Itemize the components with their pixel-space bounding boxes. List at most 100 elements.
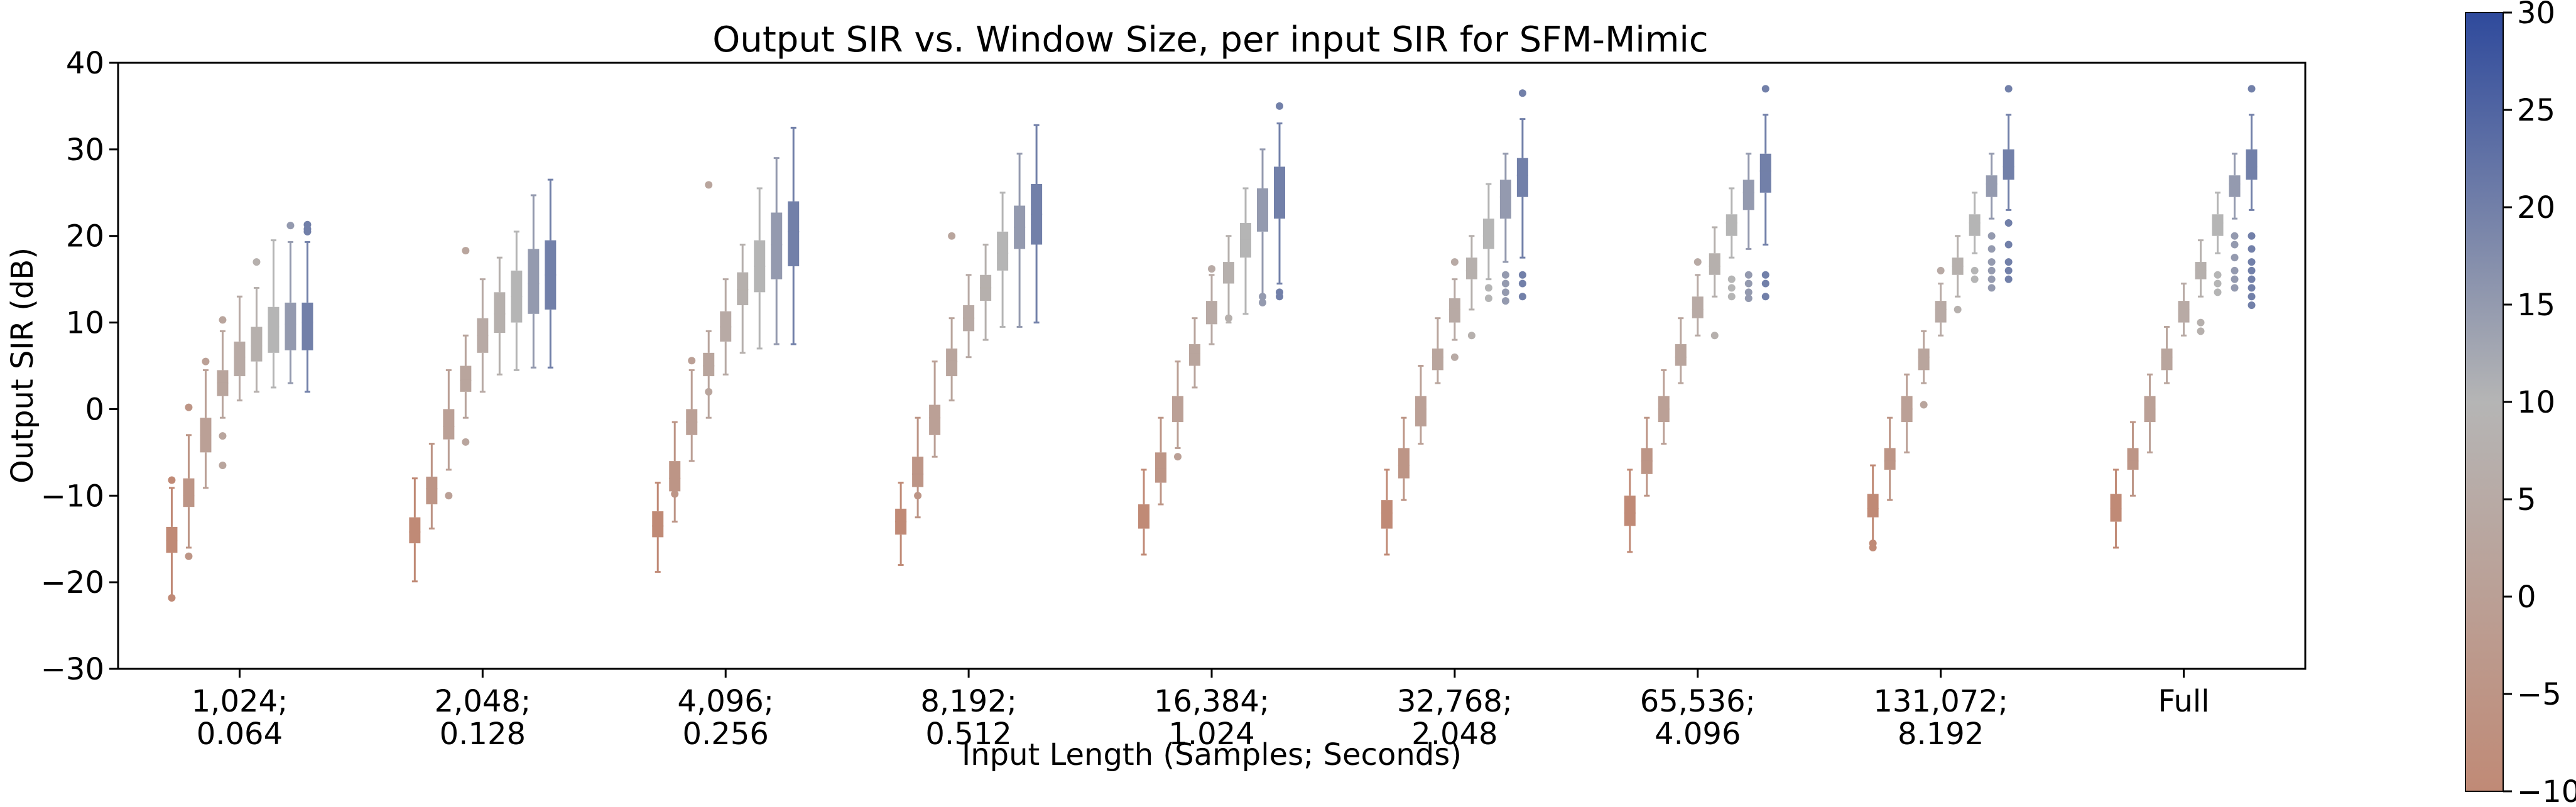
box-iqr [2127, 448, 2139, 470]
box [2246, 85, 2258, 309]
box [1692, 258, 1704, 337]
box-outlier [2247, 266, 2256, 274]
box-outlier [1693, 258, 1702, 266]
box-outlier [1259, 298, 1266, 306]
x-tick-label-line1: 8,192; [920, 684, 1017, 719]
x-tick-label-line1: 16,384; [1154, 684, 1269, 719]
box-iqr [771, 212, 783, 279]
box [1031, 124, 1043, 324]
box [912, 416, 924, 519]
box-outlier [2231, 232, 2239, 240]
colorbar-tick-label: −5 [2517, 677, 2562, 712]
box [1257, 148, 1268, 306]
box [895, 482, 907, 566]
box-outlier [1920, 401, 1928, 409]
box-outlier [1467, 332, 1475, 340]
box-iqr [1935, 301, 1947, 323]
box-outlier [1761, 293, 1769, 301]
x-tick-label-line2: 2.048 [1411, 717, 1497, 752]
x-tick-label-line1: 1,024; [192, 684, 288, 719]
box-outlier [1744, 271, 1753, 279]
box [285, 222, 296, 384]
box-iqr [494, 292, 506, 333]
box [1240, 187, 1251, 315]
box-outlier [1761, 271, 1769, 279]
box-outlier [168, 593, 176, 602]
box-outlier [1484, 284, 1492, 292]
y-tick-label: −30 [41, 652, 104, 687]
box-outlier [219, 432, 227, 440]
box-iqr [912, 457, 924, 487]
box [1675, 317, 1687, 384]
box-outlier [1727, 275, 1736, 283]
box [494, 256, 506, 376]
box [1172, 360, 1183, 461]
box-outlier [1987, 245, 1996, 253]
box-iqr [302, 302, 313, 350]
box [703, 181, 715, 419]
box [2003, 85, 2014, 283]
box [2178, 283, 2190, 337]
box [1448, 258, 1460, 361]
box-iqr [1499, 180, 1511, 219]
x-axis-label: Input Length (Samples; Seconds) [962, 737, 1462, 772]
box-iqr [2161, 348, 2173, 371]
box-iqr [1624, 496, 1636, 526]
box-iqr [1448, 298, 1460, 323]
box-outlier [168, 476, 176, 484]
box-outlier [2247, 275, 2256, 283]
box-iqr [1884, 448, 1896, 470]
box-group [1381, 89, 1528, 556]
box-outlier [1987, 258, 1996, 266]
box [409, 477, 421, 583]
box [477, 278, 489, 393]
box-outlier [1744, 294, 1753, 302]
box-outlier [185, 403, 193, 411]
y-tick-label: 30 [66, 133, 104, 168]
box-outlier [931, 423, 939, 430]
box-outlier [1761, 85, 1769, 93]
box [251, 258, 263, 393]
box [1759, 85, 1771, 301]
box-outlier [445, 492, 453, 500]
box-outlier [914, 492, 922, 500]
box-iqr [528, 249, 540, 314]
box-outlier [1484, 294, 1492, 302]
y-tick-label: 10 [66, 306, 104, 341]
box-outlier [1518, 293, 1526, 301]
box-outlier [2214, 279, 2222, 288]
box-iqr [997, 231, 1009, 271]
box-group [166, 220, 313, 602]
box [1499, 153, 1511, 305]
box-outlier [2231, 266, 2239, 274]
box-outlier [286, 222, 295, 230]
box [1381, 468, 1393, 556]
box [1415, 365, 1427, 445]
box [1742, 153, 1754, 302]
box [1884, 416, 1896, 501]
box [545, 178, 557, 369]
x-tick-label-line1: 65,536; [1640, 684, 1756, 719]
y-tick-label: −10 [41, 479, 104, 514]
box-iqr [1223, 262, 1234, 284]
box-iqr [669, 461, 681, 492]
box-outlier [1987, 275, 1996, 283]
x-tick-label-line2: 0.512 [925, 717, 1011, 752]
box [737, 244, 749, 354]
box-iqr [1274, 166, 1285, 219]
x-tick-label-line2: 0.128 [440, 717, 526, 752]
colorbar-tick-label: −10 [2517, 774, 2576, 804]
box [1516, 89, 1528, 301]
box-iqr [1398, 448, 1410, 479]
box-iqr [1189, 344, 1200, 366]
box [1986, 153, 1997, 292]
box-iqr [183, 478, 195, 507]
box-outlier [1727, 284, 1736, 292]
box [2195, 239, 2207, 335]
box-outlier [2247, 284, 2256, 292]
box-iqr [1206, 301, 1217, 325]
box-outlier [2197, 327, 2205, 335]
box [426, 443, 438, 530]
y-tick-label: 40 [66, 46, 104, 81]
